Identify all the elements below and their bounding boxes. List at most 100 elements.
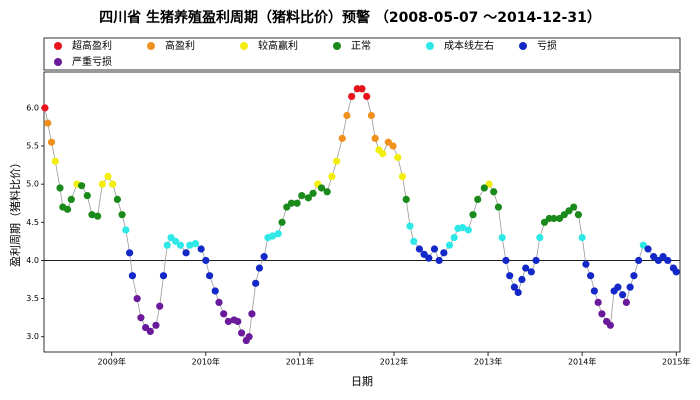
data-point [56, 184, 64, 192]
data-point [122, 226, 130, 234]
data-point [363, 92, 371, 101]
y-tick-label: 4.5 [26, 218, 39, 227]
y-axis-label: 盈利周期（猪料比价） [8, 157, 22, 267]
legend-marker [426, 42, 434, 50]
data-point [598, 310, 606, 318]
data-point [338, 134, 346, 142]
data-point [146, 327, 154, 336]
legend-box [43, 37, 681, 71]
data-point [51, 157, 59, 165]
data-point [113, 195, 121, 204]
data-point [619, 291, 627, 299]
data-point [255, 264, 264, 272]
data-point [398, 172, 407, 181]
data-point [211, 287, 219, 295]
data-point [328, 172, 336, 181]
data-point [182, 249, 190, 257]
data-point [260, 253, 268, 261]
legend-label: 正常 [351, 39, 371, 52]
data-point [578, 233, 586, 242]
data-point [550, 214, 558, 223]
legend-marker [147, 42, 155, 50]
data-point [494, 203, 503, 211]
x-tick-label: 2015年 [662, 357, 690, 367]
data-point [514, 288, 522, 297]
data-point [358, 85, 366, 93]
data-point [582, 260, 590, 268]
data-point [269, 232, 277, 240]
data-point [435, 256, 443, 265]
data-point [88, 211, 96, 219]
legend-label: 严重亏损 [72, 55, 112, 68]
data-point [536, 233, 544, 242]
data-point [348, 92, 356, 101]
data-point [635, 256, 643, 265]
data-point [474, 195, 482, 204]
x-tick-label: 2013年 [474, 357, 502, 367]
data-point [126, 249, 134, 257]
x-tick-label: 2014年 [568, 357, 596, 367]
data-point [469, 211, 477, 219]
data-point [664, 256, 672, 265]
data-point [197, 245, 205, 253]
data-point [47, 138, 56, 146]
data-point [406, 222, 414, 230]
data-point [152, 321, 160, 329]
data-point [574, 211, 582, 219]
data-point [128, 272, 137, 280]
data-point [83, 191, 91, 200]
data-point [252, 279, 260, 287]
data-point [118, 211, 126, 219]
legend-marker [333, 42, 341, 50]
data-point [570, 203, 578, 211]
legend-label: 较高赢利 [258, 39, 298, 52]
data-point [44, 119, 52, 127]
data-point [94, 212, 102, 220]
data-point [502, 256, 510, 265]
y-tick-label: 5.0 [26, 180, 39, 189]
x-tick-label: 2009年 [98, 357, 126, 367]
data-point [672, 268, 680, 276]
data-point [205, 272, 214, 280]
data-point [63, 205, 72, 213]
y-tick-label: 3.5 [26, 294, 39, 303]
legend-label: 亏损 [537, 39, 557, 52]
data-point [614, 283, 622, 291]
data-point [490, 188, 498, 196]
data-point [440, 249, 448, 257]
data-point [248, 310, 256, 318]
data-point [98, 180, 106, 188]
data-point [163, 241, 171, 249]
data-point [156, 302, 164, 310]
data-point [522, 264, 530, 272]
data-point [309, 189, 317, 197]
data-point [234, 317, 242, 326]
data-point [304, 194, 312, 202]
data-point [159, 272, 168, 280]
y-tick-label: 6.0 [26, 103, 39, 112]
data-point [186, 241, 194, 249]
data-point [202, 256, 210, 265]
data-point [215, 298, 223, 307]
data-point [41, 104, 49, 112]
data-point [191, 240, 200, 248]
data-point [506, 272, 514, 280]
data-point [626, 283, 634, 291]
data-point [527, 268, 535, 276]
data-point [510, 283, 519, 291]
y-tick-label: 3.0 [26, 332, 39, 341]
y-tick-label: 4.0 [26, 256, 39, 265]
legend-label: 超高盈利 [72, 39, 112, 52]
data-point [237, 329, 246, 337]
data-point [367, 111, 376, 120]
y-tick-label: 5.5 [26, 142, 39, 151]
data-point [394, 153, 402, 162]
data-point [245, 333, 253, 341]
data-point [298, 191, 306, 200]
data-point [498, 233, 506, 242]
data-point [402, 195, 410, 204]
data-point [532, 256, 540, 265]
data-point [590, 287, 598, 295]
data-point [220, 310, 228, 318]
